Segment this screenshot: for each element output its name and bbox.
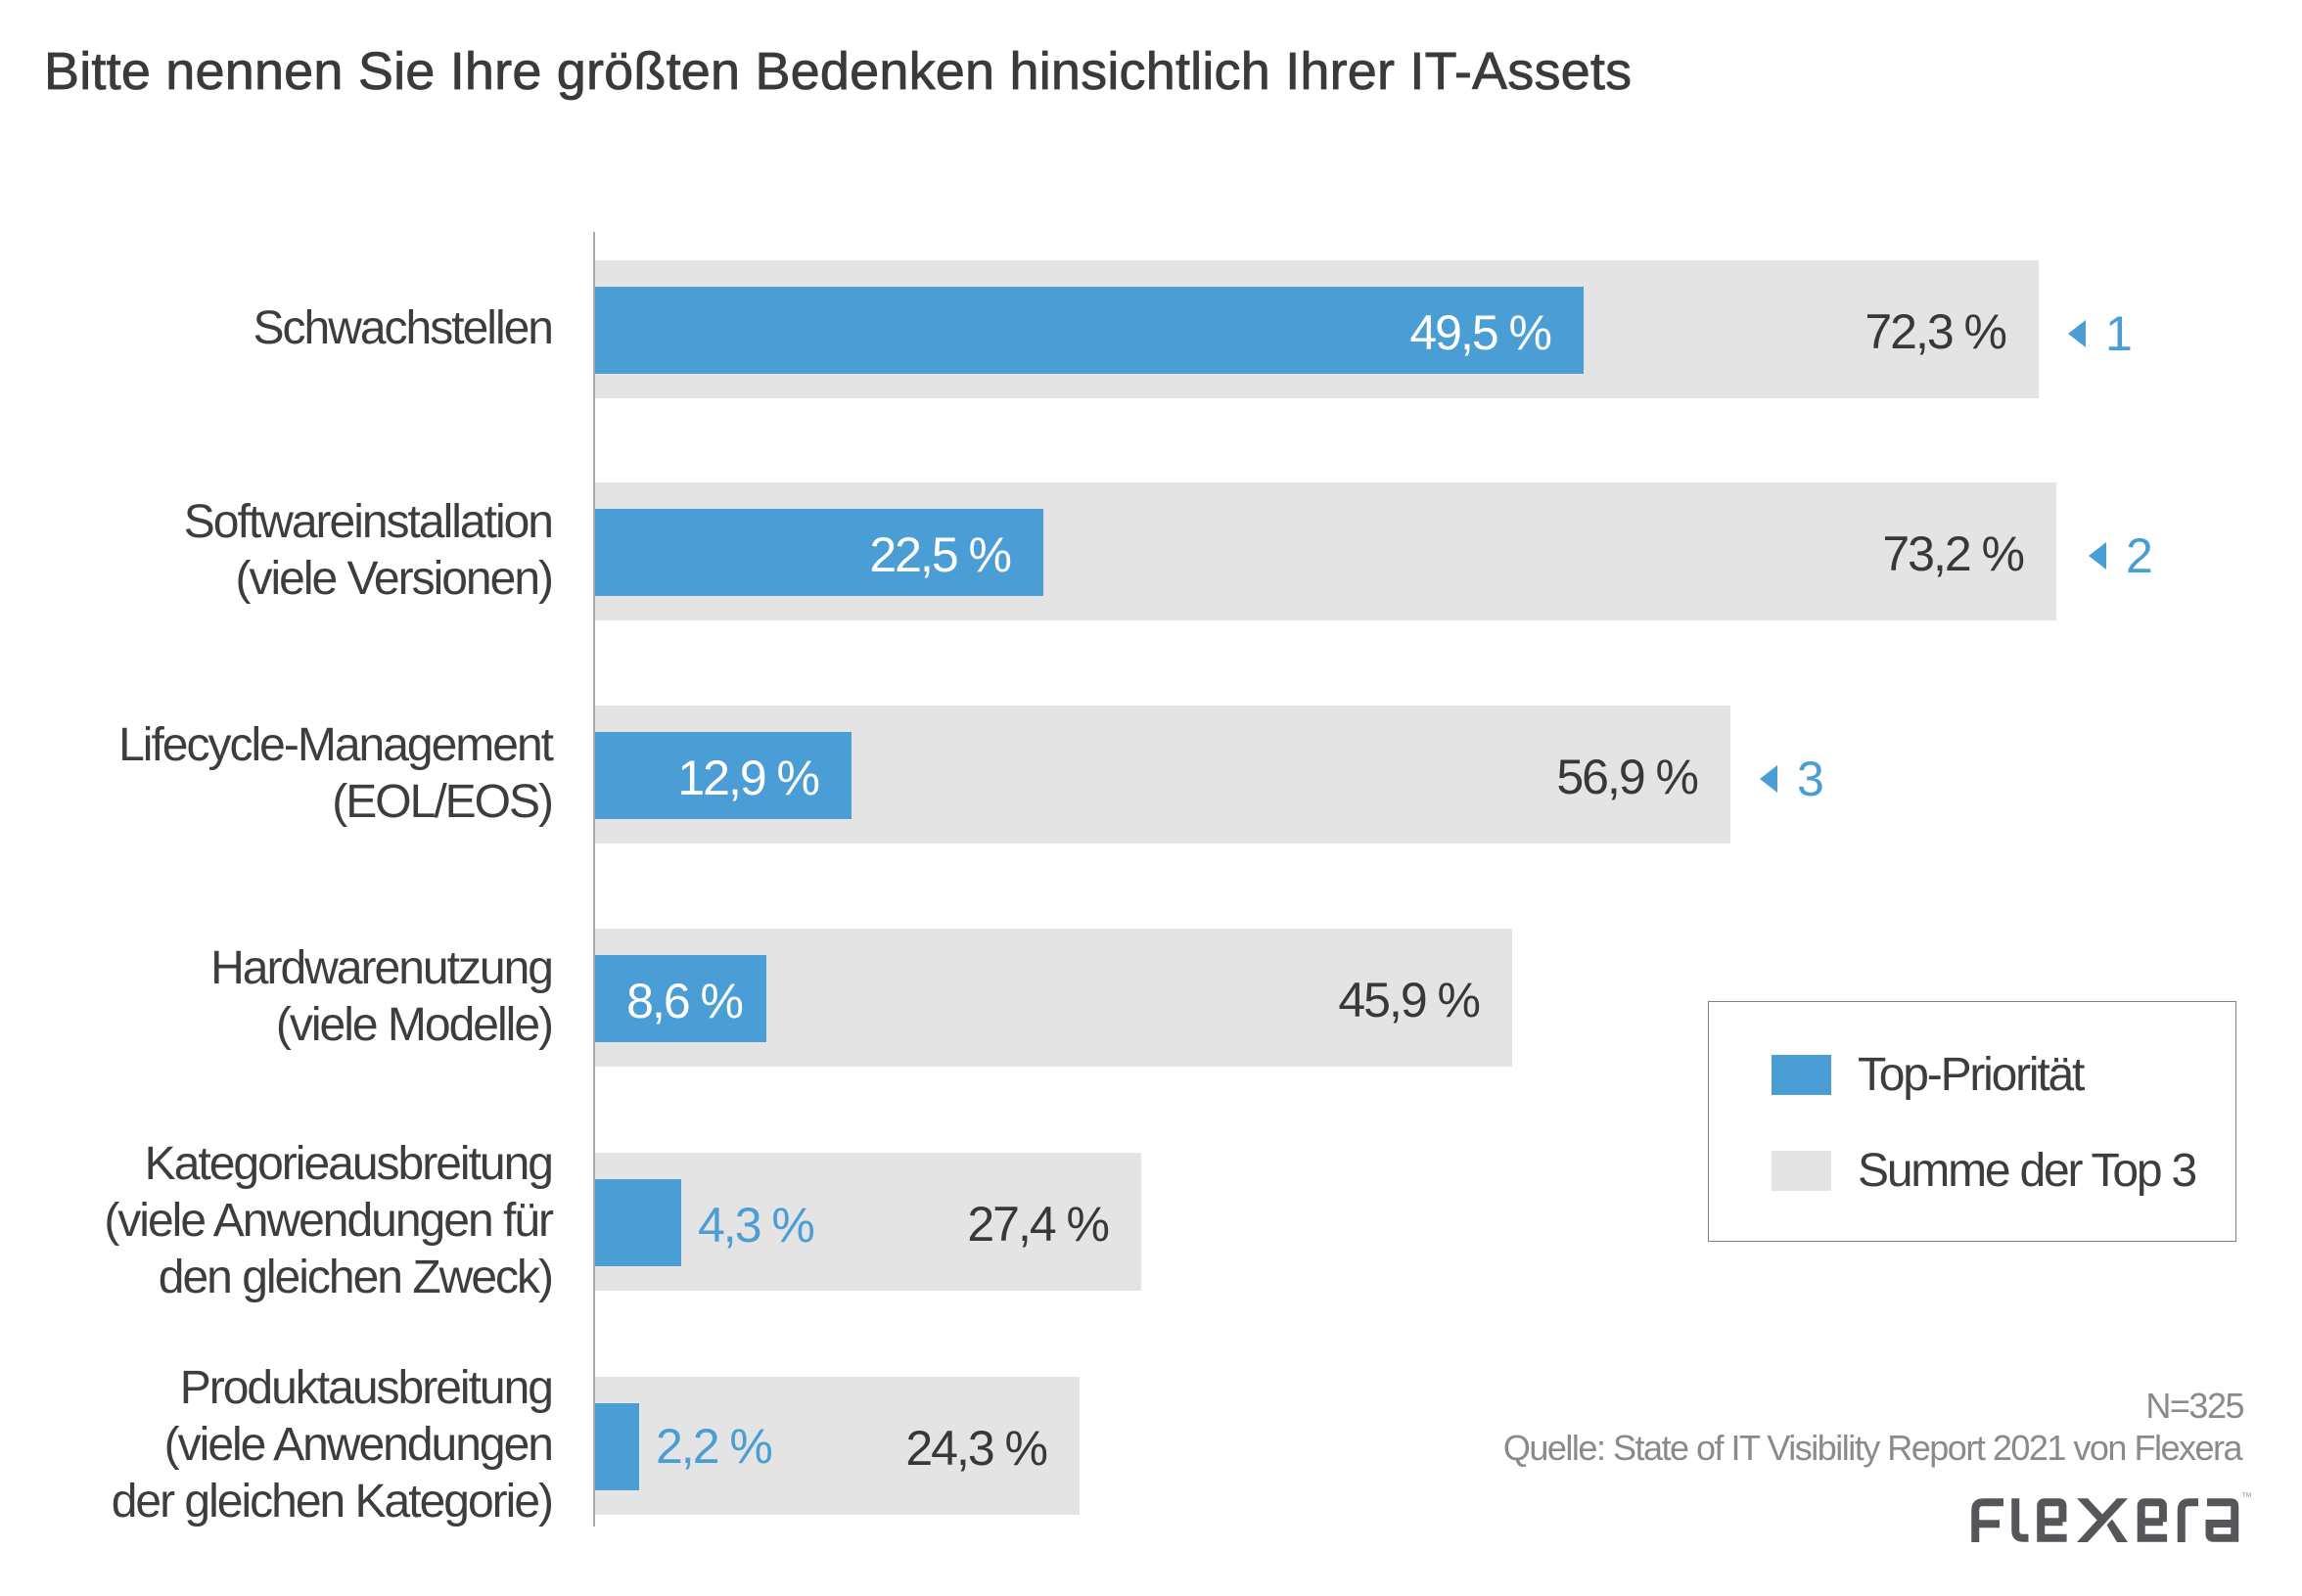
svg-text:™: ™ [2241,1492,2252,1503]
